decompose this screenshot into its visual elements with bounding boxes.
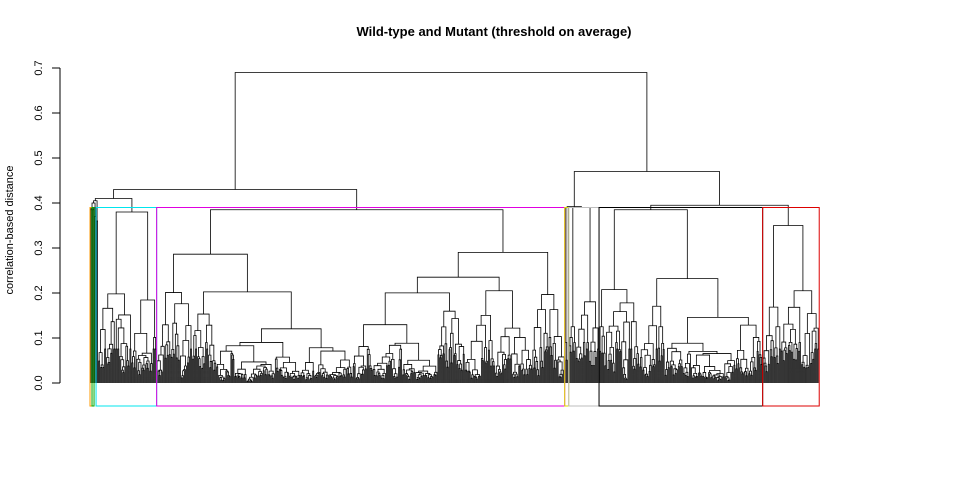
cluster-green-box [91, 207, 95, 407]
y-axis: 0.0 0.1 0.2 0.3 0.4 0.5 0.6 0.7 [33, 60, 61, 391]
cluster-boxes [89, 207, 820, 407]
chart-title: Wild-type and Mutant (threshold on avera… [356, 24, 631, 39]
y-axis-label: correlation-based distance [4, 165, 16, 294]
y-tick-label: 0.4 [33, 195, 45, 210]
dendrogram-tree [90, 72, 820, 383]
y-tick-label: 0.7 [33, 60, 45, 75]
y-tick-label: 0.3 [33, 240, 45, 255]
y-tick-label: 0.0 [33, 375, 45, 390]
y-tick-label: 0.5 [33, 150, 45, 165]
cluster-red-box [762, 207, 820, 407]
y-tick-label: 0.6 [33, 105, 45, 120]
y-tick-label: 0.2 [33, 285, 45, 300]
dendrogram-branches [90, 72, 820, 383]
y-tick-label: 0.1 [33, 330, 45, 345]
